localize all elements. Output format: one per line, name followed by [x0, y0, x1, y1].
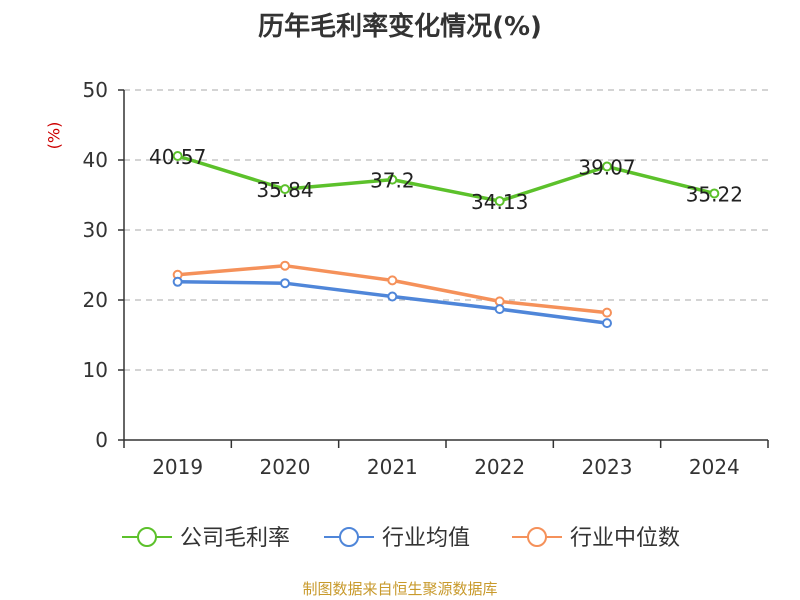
y-tick-label: 40 [83, 148, 108, 172]
data-label: 39.07 [578, 156, 635, 180]
y-tick-label: 30 [83, 218, 108, 242]
series-line [175, 154, 717, 203]
source-note: 制图数据来自恒生聚源数据库 [302, 580, 498, 598]
data-label: 37.2 [370, 169, 415, 193]
data-point [172, 151, 183, 162]
data-point [280, 184, 290, 195]
data-point [280, 278, 290, 289]
series-line [175, 280, 609, 325]
data-point [709, 188, 720, 199]
legend-label: 公司毛利率 [180, 526, 290, 551]
legend-item: 公司毛利率 [122, 526, 290, 551]
legend-marker [527, 527, 547, 547]
data-point [387, 275, 398, 286]
data-point [602, 318, 612, 329]
data-point [494, 196, 505, 207]
data-point [280, 260, 290, 271]
legend-marker [137, 527, 157, 547]
x-tick-label: 2020 [260, 455, 311, 479]
data-point [602, 307, 612, 318]
data-label: 34.13 [471, 190, 528, 214]
legend-label: 行业均值 [382, 526, 470, 551]
x-tick-label: 2023 [582, 455, 633, 479]
chart-title: 历年毛利率变化情况(%) [258, 12, 542, 42]
legend-item: 行业均值 [324, 526, 470, 551]
data-point [387, 291, 398, 302]
data-label: 35.22 [686, 182, 743, 206]
data-label: 35.84 [256, 178, 313, 202]
x-tick-label: 2024 [689, 455, 740, 479]
x-tick-label: 2019 [152, 455, 203, 479]
legend-label: 行业中位数 [570, 526, 680, 551]
legend-marker [339, 527, 359, 547]
x-tick-label: 2021 [367, 455, 418, 479]
data-label: 40.57 [149, 145, 206, 169]
y-tick-label: 0 [95, 428, 108, 452]
y-tick-label: 10 [83, 358, 108, 382]
data-point [387, 174, 398, 185]
data-point [172, 276, 183, 287]
data-point [602, 161, 612, 172]
data-point [494, 304, 505, 315]
series-line [175, 263, 609, 315]
legend-item: 行业中位数 [512, 526, 680, 551]
y-tick-label: 20 [83, 288, 108, 312]
x-tick-label: 2022 [474, 455, 525, 479]
y-tick-label: 50 [83, 78, 108, 102]
